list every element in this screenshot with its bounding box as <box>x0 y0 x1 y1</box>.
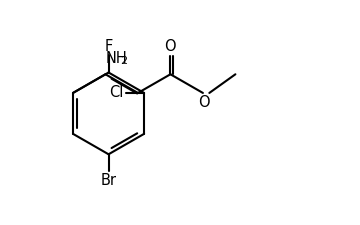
Text: O: O <box>165 39 176 54</box>
Text: NH: NH <box>105 52 127 66</box>
Text: O: O <box>198 95 210 110</box>
Text: Cl: Cl <box>109 86 124 100</box>
Text: Br: Br <box>100 173 117 188</box>
Text: F: F <box>104 39 113 54</box>
Text: 2: 2 <box>120 56 127 66</box>
